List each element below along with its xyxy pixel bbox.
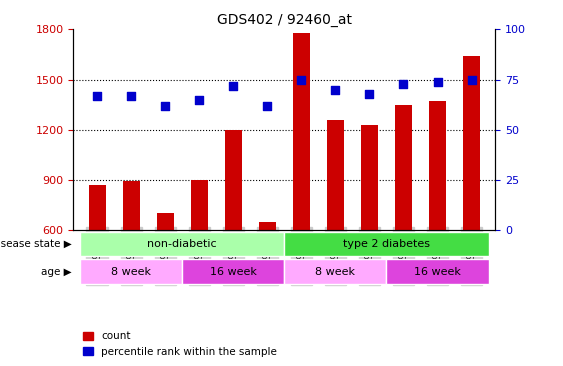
Bar bbox=[157, 213, 173, 230]
Text: 16 week: 16 week bbox=[210, 267, 257, 277]
Bar bbox=[225, 130, 242, 230]
Point bbox=[467, 76, 476, 82]
Bar bbox=[88, 185, 105, 230]
Text: 8 week: 8 week bbox=[315, 267, 355, 277]
Text: non-diabetic: non-diabetic bbox=[148, 239, 217, 249]
Point bbox=[195, 97, 204, 102]
Bar bbox=[429, 101, 446, 230]
Bar bbox=[293, 33, 310, 230]
Point bbox=[92, 93, 101, 98]
Point bbox=[229, 83, 238, 89]
Point bbox=[127, 93, 136, 98]
Bar bbox=[327, 120, 344, 230]
FancyBboxPatch shape bbox=[80, 232, 284, 257]
Point bbox=[433, 79, 442, 85]
FancyBboxPatch shape bbox=[182, 259, 284, 284]
FancyBboxPatch shape bbox=[386, 259, 489, 284]
FancyBboxPatch shape bbox=[284, 232, 489, 257]
Text: 16 week: 16 week bbox=[414, 267, 461, 277]
Point bbox=[297, 76, 306, 82]
Point bbox=[263, 103, 272, 109]
Point bbox=[365, 91, 374, 97]
Bar bbox=[395, 105, 412, 230]
Text: type 2 diabetes: type 2 diabetes bbox=[343, 239, 430, 249]
Text: 8 week: 8 week bbox=[111, 267, 151, 277]
Bar bbox=[361, 125, 378, 230]
FancyBboxPatch shape bbox=[80, 259, 182, 284]
Legend: count, percentile rank within the sample: count, percentile rank within the sample bbox=[78, 327, 282, 361]
Bar bbox=[259, 222, 276, 230]
Bar bbox=[191, 180, 208, 230]
Point bbox=[331, 87, 340, 93]
FancyBboxPatch shape bbox=[284, 259, 386, 284]
Text: disease state ▶: disease state ▶ bbox=[0, 239, 72, 249]
Bar bbox=[123, 181, 140, 230]
Point bbox=[160, 103, 169, 109]
Point bbox=[399, 81, 408, 86]
Title: GDS402 / 92460_at: GDS402 / 92460_at bbox=[217, 13, 352, 27]
Bar bbox=[463, 56, 480, 230]
Text: age ▶: age ▶ bbox=[41, 267, 72, 277]
